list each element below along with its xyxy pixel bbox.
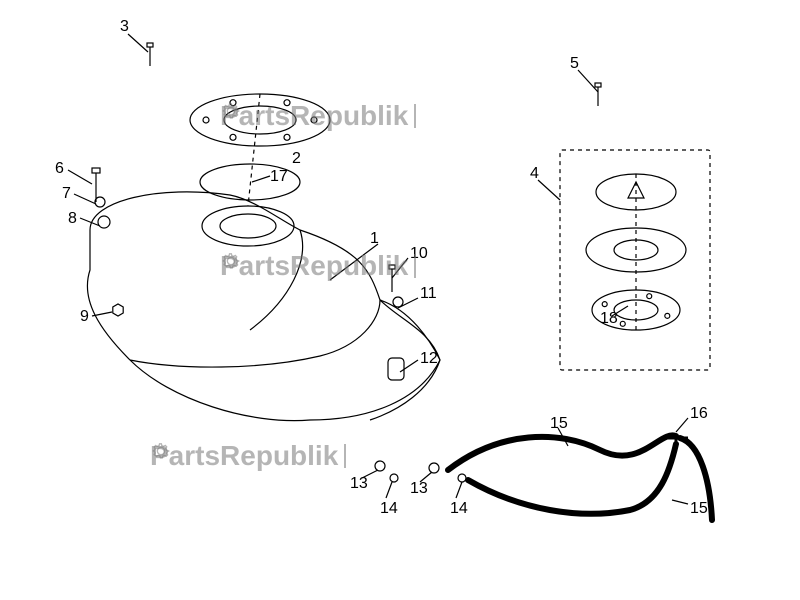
callout-label-15b: 15 [690,500,708,518]
callout-label-9: 9 [80,308,89,326]
callout-label-17: 17 [270,168,288,186]
callout-label-11: 11 [420,285,437,303]
callout-label-3: 3 [120,18,129,36]
callout-label-10: 10 [410,245,428,263]
callout-label-14a: 14 [380,500,398,518]
callout-label-6: 6 [55,160,64,178]
callout-label-2: 2 [292,150,301,168]
callout-label-13b: 13 [410,480,428,498]
callout-label-18: 18 [600,310,618,328]
callout-label-15a: 15 [550,415,568,433]
callout-label-16: 16 [690,405,708,423]
callout-label-13a: 13 [350,475,368,493]
diagram-svg [0,0,800,600]
callout-label-1: 1 [370,230,379,248]
callout-label-5: 5 [570,55,579,73]
callout-label-12: 12 [420,350,438,368]
callout-label-8: 8 [68,210,77,228]
callout-label-14b: 14 [450,500,468,518]
callout-label-4: 4 [530,165,539,183]
diagram-stage: 123456789101112131314141515161718 PartsR… [0,0,800,600]
callout-label-7: 7 [62,185,71,203]
